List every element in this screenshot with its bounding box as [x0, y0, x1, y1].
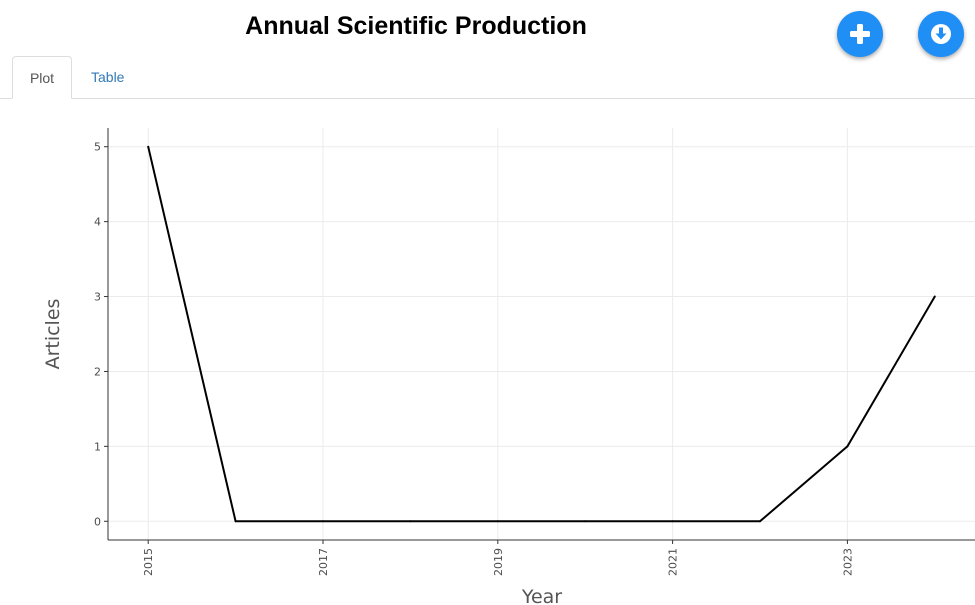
y-tick-label: 3 [94, 291, 101, 304]
data-point [147, 145, 150, 148]
annual-production-chart: 0 1 2 3 4 5 2015 2017 2019 2021 2023 Articles Year [42, 128, 975, 605]
data-point [234, 520, 237, 523]
tab-plot[interactable]: Plot [12, 56, 72, 99]
tick-labels: 0 1 2 3 4 5 2015 2017 2019 2021 2023 [94, 141, 854, 576]
y-tick-label: 4 [94, 216, 101, 229]
y-tick-label: 0 [94, 515, 101, 528]
data-point [496, 520, 499, 523]
series-line [147, 146, 936, 523]
x-tick-label: 2015 [142, 548, 155, 576]
x-axis-title: Year [521, 586, 562, 605]
data-point [584, 520, 587, 523]
data-point [409, 520, 412, 523]
series [147, 145, 936, 523]
download-icon [931, 24, 951, 44]
x-tick-label: 2021 [667, 548, 680, 576]
page-title: Annual Scientific Production [245, 12, 587, 40]
data-point [322, 520, 325, 523]
data-point [846, 445, 849, 448]
x-tick-label: 2019 [492, 548, 505, 576]
grid [108, 128, 975, 540]
axes [104, 128, 975, 544]
download-button[interactable] [918, 11, 964, 57]
plus-icon [850, 24, 870, 44]
y-axis-title: Articles [42, 299, 64, 370]
y-tick-label: 2 [94, 365, 101, 378]
data-point [671, 520, 674, 523]
data-point [933, 295, 936, 298]
tab-table[interactable]: Table [91, 69, 125, 85]
x-tick-label: 2017 [317, 548, 330, 576]
y-tick-label: 1 [94, 440, 101, 453]
y-tick-label: 5 [94, 141, 101, 154]
x-tick-label: 2023 [841, 548, 854, 576]
add-button[interactable] [837, 11, 883, 57]
data-point [758, 520, 761, 523]
tab-bar: Plot Table [0, 56, 975, 99]
